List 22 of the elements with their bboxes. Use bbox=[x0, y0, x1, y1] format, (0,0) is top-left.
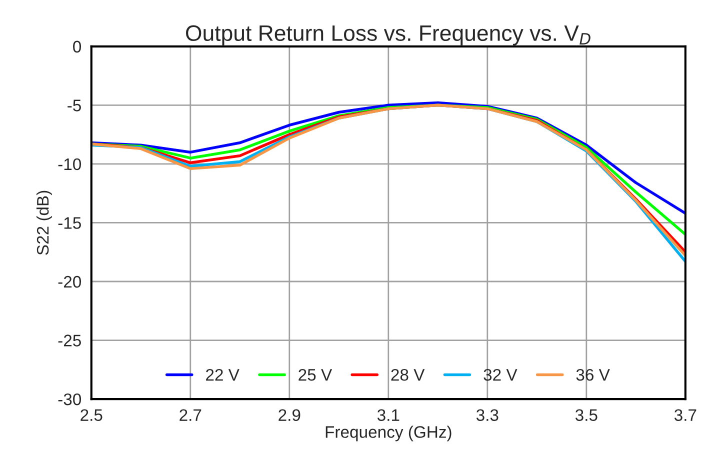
x-axis-title: Frequency (GHz) bbox=[326, 426, 452, 442]
chart-title: Output Return Loss vs. Frequency vs. V$_{D}$ bbox=[186, 25, 590, 46]
y-tick-label: -15 bbox=[58, 217, 81, 229]
legend-label: 32 V bbox=[484, 368, 518, 381]
x-tick-label: 2.5 bbox=[80, 409, 102, 422]
y-axis-title: S22 (dB) bbox=[36, 190, 52, 255]
y-tick-label: -30 bbox=[58, 393, 82, 406]
legend-label: 36 V bbox=[576, 368, 610, 381]
x-tick-label: 3.3 bbox=[476, 409, 498, 422]
legend-label: 22 V bbox=[206, 368, 240, 381]
y-tick-label: -20 bbox=[58, 276, 82, 288]
x-tick-label: 2.9 bbox=[278, 409, 300, 422]
x-tick-label: 2.7 bbox=[180, 409, 202, 421]
legend-label: 28 V bbox=[391, 368, 425, 381]
legend-label: 25 V bbox=[298, 368, 332, 381]
y-tick-label: -25 bbox=[58, 334, 81, 346]
x-tick-label: 3.7 bbox=[674, 409, 696, 422]
y-tick-label: -10 bbox=[58, 158, 82, 170]
x-tick-label: 3.1 bbox=[377, 409, 400, 422]
y-tick-label: 0 bbox=[73, 40, 82, 53]
y-tick-label: -5 bbox=[68, 100, 81, 112]
x-tick-label: 3.5 bbox=[575, 409, 598, 422]
